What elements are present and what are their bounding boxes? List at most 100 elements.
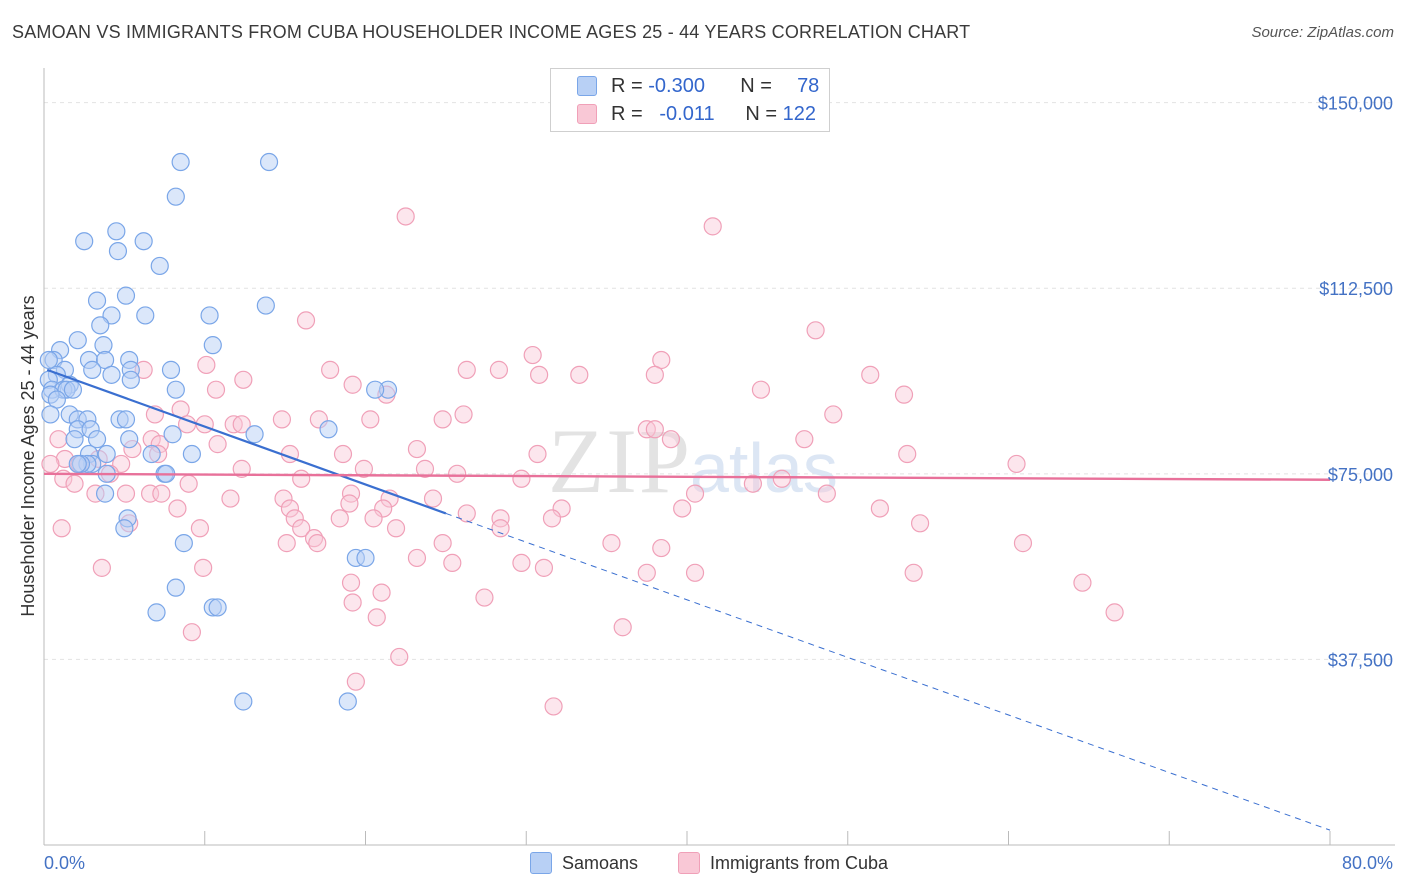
data-point-samoans	[256, 296, 275, 315]
data-point-cuba	[528, 444, 547, 464]
data-point-cuba	[542, 509, 562, 528]
data-point-cuba	[330, 509, 349, 528]
data-point-cuba	[772, 469, 791, 488]
axis-labels: $37,500 $75,000 $112,500 $150,000 0.0% 80.0% H…	[18, 94, 1393, 873]
data-point-cuba	[751, 380, 771, 399]
stats-legend: R = -0.300 N = 78 R = -0.011 N = 122	[550, 68, 830, 132]
data-point-cuba	[296, 311, 316, 330]
data-point-cuba	[806, 321, 825, 340]
data-point-cuba	[232, 459, 251, 478]
bottom-legend-cuba: Immigrants from Cuba	[678, 852, 888, 874]
data-point-cuba	[1105, 603, 1124, 622]
data-point-cuba	[346, 672, 365, 691]
data-point-samoans	[200, 306, 219, 325]
data-point-cuba	[1013, 534, 1033, 553]
data-point-cuba	[208, 435, 227, 454]
legend-n-label: N =	[745, 102, 778, 125]
data-point-cuba	[743, 474, 763, 493]
data-point-cuba	[685, 484, 705, 503]
data-point-cuba	[340, 494, 359, 513]
data-point-cuba	[544, 697, 563, 716]
data-point-cuba	[280, 499, 300, 518]
data-point-cuba	[475, 588, 494, 607]
data-point-cuba	[415, 459, 435, 478]
legend-r-label: R =	[611, 74, 643, 97]
data-point-cuba	[179, 474, 198, 493]
data-point-samoans	[68, 454, 87, 474]
data-point-cuba	[308, 534, 327, 553]
data-point-cuba	[407, 548, 427, 568]
legend-swatch-cuba	[577, 104, 597, 124]
source-note: Source: ZipAtlas.com	[1251, 24, 1394, 41]
data-point-cuba	[613, 618, 632, 637]
data-point-samoans	[161, 360, 181, 379]
data-point-cuba	[637, 563, 656, 582]
data-point-samoans	[108, 242, 128, 261]
data-point-samoans	[208, 598, 227, 617]
data-point-samoans	[134, 232, 153, 251]
data-point-cuba	[116, 484, 136, 503]
data-point-cuba	[197, 355, 216, 375]
axes	[43, 68, 1395, 846]
data-point-cuba	[292, 469, 311, 488]
trend-line-samoans	[46, 368, 447, 515]
data-point-samoans	[121, 370, 140, 389]
series-samoans	[39, 152, 398, 711]
data-point-cuba	[65, 474, 84, 493]
data-point-cuba	[645, 365, 664, 384]
legend-r-label: R =	[611, 102, 643, 125]
data-point-cuba	[703, 217, 722, 236]
data-point-cuba	[194, 558, 213, 577]
y-tick-label: $150,000	[1318, 94, 1393, 114]
data-point-cuba	[407, 439, 427, 459]
data-point-cuba	[274, 489, 293, 508]
y-axis-label: Householder Income Ages 25 - 44 years	[18, 295, 38, 616]
data-point-samoans	[102, 365, 121, 384]
legend-n-value: 122	[782, 102, 816, 125]
data-point-cuba	[817, 484, 836, 503]
data-point-samoans	[83, 360, 102, 379]
data-point-cuba	[523, 345, 542, 365]
data-point-cuba	[182, 623, 201, 642]
data-point-cuba	[41, 454, 60, 474]
data-point-cuba	[661, 430, 681, 449]
data-point-samoans	[87, 291, 107, 310]
data-point-samoans	[259, 152, 279, 172]
data-point-cuba	[49, 430, 68, 449]
data-point-samoans	[97, 444, 116, 464]
trend-line-samoans-projection	[445, 512, 1331, 831]
data-point-samoans	[182, 444, 201, 464]
data-point-cuba	[234, 370, 253, 389]
data-point-cuba	[904, 563, 923, 582]
data-point-cuba	[454, 405, 473, 424]
data-point-cuba	[152, 484, 171, 503]
data-point-samoans	[166, 187, 185, 206]
legend-r-value: -0.300	[648, 74, 705, 97]
data-point-samoans	[174, 534, 193, 553]
data-point-cuba	[364, 509, 383, 528]
data-point-cuba	[321, 360, 340, 379]
data-point-cuba	[491, 519, 510, 538]
data-point-cuba	[168, 499, 187, 518]
data-point-samoans	[87, 430, 107, 449]
data-point-samoans	[68, 331, 87, 350]
data-point-cuba	[343, 593, 362, 612]
data-point-samoans	[95, 484, 115, 503]
data-point-cuba	[285, 509, 304, 528]
y-tick-label: $112,500	[1319, 279, 1393, 299]
data-point-cuba	[333, 444, 353, 464]
legend-r-value: -0.011	[659, 102, 715, 125]
data-point-samoans	[39, 350, 58, 370]
data-point-samoans	[150, 256, 169, 276]
data-point-cuba	[221, 489, 240, 508]
data-point-cuba	[491, 509, 510, 528]
data-point-cuba	[910, 514, 930, 533]
data-point-samoans	[171, 152, 190, 172]
legend-swatch-samoans	[577, 76, 597, 96]
data-point-samoans	[142, 444, 161, 464]
data-point-samoans	[75, 232, 94, 251]
data-point-cuba	[570, 365, 589, 384]
data-point-cuba	[433, 534, 452, 553]
data-point-cuba	[457, 360, 476, 379]
